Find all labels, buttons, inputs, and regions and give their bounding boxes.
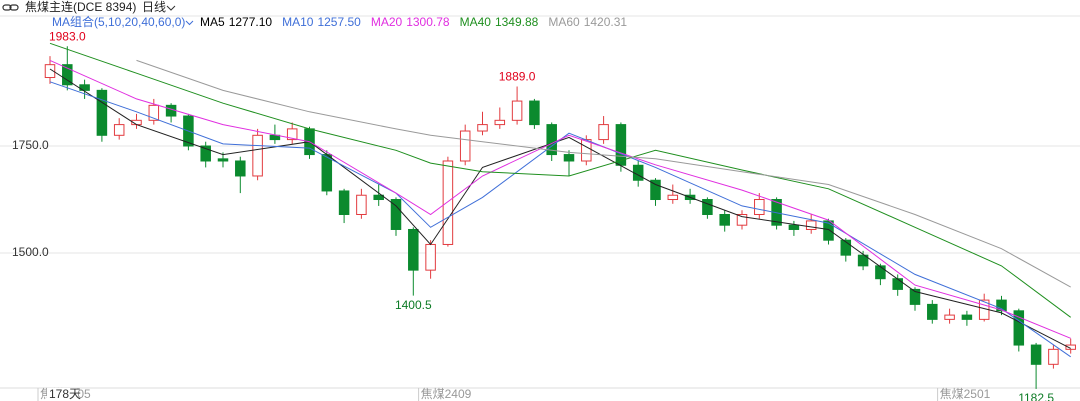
candle-body [148, 104, 160, 121]
candle-body [857, 254, 869, 267]
y-tick-label: 1750.0 [12, 138, 49, 152]
ma-line [49, 59, 1071, 339]
candle-body [598, 124, 609, 141]
candle-body [719, 213, 730, 226]
legend-value: 1257.50 [317, 15, 361, 29]
link-icon [2, 4, 19, 11]
candle-body [1030, 344, 1042, 365]
candle-body [373, 194, 384, 201]
candle-body [840, 239, 852, 256]
y-tick-label: 1500.0 [12, 245, 49, 259]
candle-body [529, 100, 540, 126]
period-dropdown[interactable] [166, 5, 176, 11]
candle-body [563, 154, 575, 162]
candle-body [44, 64, 56, 79]
candle-body [338, 190, 350, 215]
price-annotation: 1400.5 [395, 298, 432, 312]
candle-body [79, 84, 90, 91]
candle-body [650, 179, 661, 201]
legend-value: 1420.31 [584, 15, 628, 29]
legend-name: MA10 [282, 15, 314, 29]
instrument-title[interactable]: 焦煤主连(DCE 8394) [25, 0, 136, 14]
x-tick-label: 焦煤2501 [940, 387, 991, 401]
candle-body [1013, 310, 1025, 346]
legend-value: 1349.88 [495, 15, 539, 29]
ma-line [49, 68, 1071, 349]
candle-body [754, 199, 765, 215]
candle-body [477, 124, 488, 132]
candle-body [805, 220, 817, 230]
x-tick-label: 焦煤2409 [421, 387, 472, 401]
candle-body [96, 89, 108, 136]
price-annotation: 1889.0 [499, 70, 536, 84]
candle-body [286, 128, 298, 141]
candle-body [892, 278, 903, 290]
candle-body [1048, 348, 1059, 365]
candle-body [511, 100, 523, 121]
ma-line [136, 59, 1071, 288]
legend-name: MA40 [460, 15, 492, 29]
legend-name: MA5 [200, 15, 225, 29]
candle-body [927, 303, 938, 320]
candle-body [321, 154, 333, 192]
candle-body [1065, 344, 1076, 350]
candle-body [356, 194, 367, 215]
ma-line [49, 81, 1071, 358]
candle-body [736, 213, 748, 226]
ma-line [49, 42, 1071, 318]
candle-body [875, 265, 886, 280]
candle-body [235, 160, 246, 177]
candle-body [996, 299, 1007, 312]
legend-name: MA20 [371, 15, 403, 29]
candle-body [408, 228, 419, 271]
legend-name: MA60 [548, 15, 580, 29]
legend-value: 1300.78 [406, 15, 450, 29]
candle-body [252, 134, 263, 177]
ma-group-dropdown[interactable] [185, 20, 194, 26]
candle-body [200, 145, 211, 162]
bar-count-label: 178天 [49, 387, 81, 401]
candle-body [788, 224, 800, 230]
candle-body [390, 199, 402, 230]
price-annotation: 1182.5 [1018, 391, 1054, 401]
candle-body [961, 314, 973, 320]
candle-body [217, 158, 229, 162]
candle-body [459, 130, 471, 162]
candle-body [823, 220, 834, 241]
candle-body [909, 288, 921, 305]
candle-body [62, 64, 73, 86]
candle-body [425, 243, 436, 271]
candle-body [494, 119, 506, 126]
legend-value: 1277.10 [229, 15, 273, 29]
ma-group-label[interactable]: MA组合(5,10,20,40,60,0) [52, 14, 185, 29]
period-selector[interactable]: 日线 [142, 0, 166, 14]
candle-body [667, 194, 679, 201]
candle-body [546, 124, 557, 156]
bar-count-bg [47, 388, 77, 401]
candle-body [944, 314, 955, 320]
candle-body [442, 160, 454, 245]
price-annotation: 1983.0 [49, 29, 86, 43]
candle-body [702, 199, 713, 215]
candle-body [113, 124, 125, 136]
